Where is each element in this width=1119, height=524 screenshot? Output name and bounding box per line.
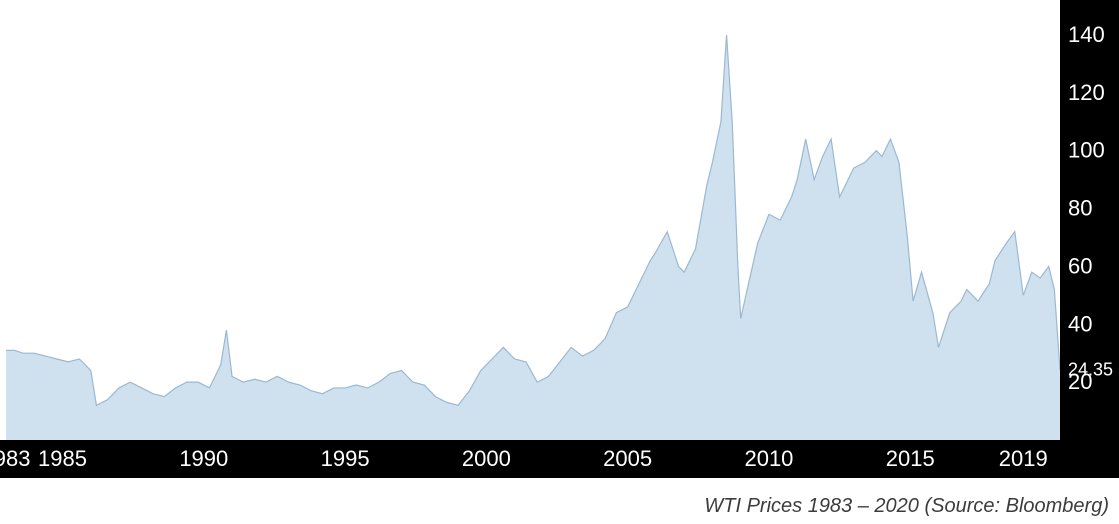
y-tick-label: 120 <box>1068 80 1105 105</box>
x-tick-label: 2005 <box>603 446 652 471</box>
x-tick-label: 1995 <box>321 446 370 471</box>
x-tick-label: 1983 <box>0 446 30 471</box>
chart-caption: WTI Prices 1983 – 2020 (Source: Bloomber… <box>704 495 1109 518</box>
y-tick-label: 100 <box>1068 138 1105 163</box>
y-tick-label: 60 <box>1068 253 1092 278</box>
y-tick-label: 40 <box>1068 311 1092 336</box>
x-tick-label: 1985 <box>38 446 87 471</box>
x-tick-label: 1990 <box>179 446 228 471</box>
y-tick-label: 140 <box>1068 22 1105 47</box>
x-axis-band <box>0 440 1119 478</box>
wti-price-chart: 1983198519901995200020052010201520192040… <box>0 0 1119 524</box>
y-axis-band <box>1060 0 1119 478</box>
x-tick-label: 2000 <box>462 446 511 471</box>
x-tick-label: 2019 <box>999 446 1048 471</box>
chart-svg: 1983198519901995200020052010201520192040… <box>0 0 1119 490</box>
x-tick-label: 2015 <box>886 446 935 471</box>
x-tick-label: 2010 <box>744 446 793 471</box>
y-tick-label: 80 <box>1068 196 1092 221</box>
y-final-value-label: 24.35 <box>1068 360 1113 380</box>
